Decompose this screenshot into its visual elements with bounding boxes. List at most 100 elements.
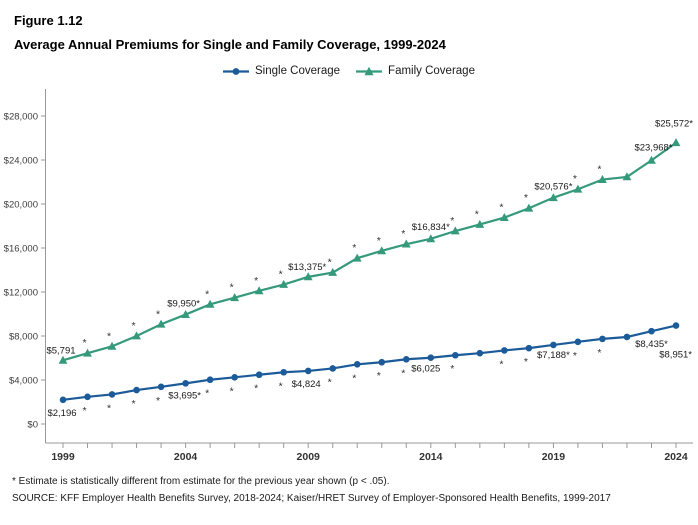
- point-label: $8,951*: [659, 350, 692, 361]
- point-marker: [622, 172, 632, 181]
- point-marker: [401, 239, 411, 248]
- sig-asterisk: *: [573, 173, 577, 185]
- sig-asterisk: *: [573, 350, 577, 362]
- series-single-coverage: * * * * * * * * * * * * * * * * * $2,196 $3,695* $4,824 $6,0…: [47, 322, 692, 419]
- axes: [41, 89, 693, 448]
- point-marker: [525, 344, 533, 352]
- point-marker: [647, 155, 656, 164]
- point-marker: [672, 322, 680, 329]
- sig-asterisk: *: [107, 402, 111, 414]
- point-label: $25,572*: [655, 119, 693, 130]
- sig-asterisk: *: [450, 363, 454, 375]
- x-tick-label: 2014: [419, 451, 443, 463]
- point-label: $16,834*: [412, 222, 450, 233]
- point-marker: [107, 341, 117, 350]
- point-marker: [378, 358, 386, 366]
- point-marker: [254, 286, 264, 295]
- figure-number: Figure 1.12: [14, 13, 83, 28]
- significance-footnote: * Estimate is statistically different fr…: [12, 476, 390, 487]
- legend-item-single-coverage: Single Coverage: [223, 65, 340, 77]
- point-label: $5,791: [46, 345, 75, 356]
- point-marker: [452, 351, 459, 359]
- sig-asterisk: *: [230, 282, 234, 294]
- sig-asterisk: *: [352, 242, 356, 254]
- sig-markers: * * * * * * * * * * * * * * * * * *: [82, 164, 601, 350]
- point-marker: [329, 365, 337, 372]
- y-tick-label: $0: [27, 420, 38, 431]
- point-marker: [182, 380, 189, 387]
- footnotes: * Estimate is statistically different fr…: [0, 469, 698, 507]
- point-label: $3,695*: [168, 390, 201, 401]
- point-marker: [574, 338, 582, 346]
- point-marker: [648, 327, 655, 335]
- sig-asterisk: *: [597, 164, 601, 176]
- sig-asterisk: *: [524, 192, 528, 204]
- trend-line: [62, 324, 677, 401]
- sig-asterisk: *: [450, 215, 454, 227]
- point-marker: [132, 331, 141, 340]
- sig-asterisk: *: [205, 288, 209, 300]
- point-label: $2,196: [47, 408, 76, 419]
- x-tick-label: 2004: [174, 451, 198, 463]
- point-label: $8,435*: [635, 339, 668, 350]
- point-marker: [499, 212, 509, 221]
- chart-header: Figure 1.12 Average Annual Premiums for …: [0, 0, 698, 52]
- point-marker: [671, 138, 681, 147]
- point-marker: [549, 193, 558, 202]
- sig-asterisk: *: [254, 383, 258, 395]
- legend: Single Coverage Family Coverage: [0, 65, 698, 77]
- y-tick-label: $16,000: [4, 244, 38, 255]
- point-label: $4,824: [292, 379, 321, 390]
- point-marker: [353, 360, 361, 368]
- point-marker: [426, 234, 436, 243]
- y-tick-label: $20,000: [4, 200, 38, 211]
- sig-asterisk: *: [377, 235, 381, 247]
- sig-asterisk: *: [156, 395, 160, 407]
- point-marker: [501, 347, 508, 354]
- sig-asterisk: *: [597, 347, 601, 359]
- legend-label-single-coverage: Single Coverage: [255, 65, 341, 77]
- chart-title: Average Annual Premiums for Single and F…: [14, 37, 446, 52]
- sig-markers: * * * * * * * * * * * * * * * * *: [82, 347, 601, 417]
- point-marker: [303, 272, 313, 281]
- x-tick-label: 2024: [664, 451, 688, 463]
- x-tick-labels: 1999 2004 2009 2014 2019 2024: [51, 451, 688, 463]
- sig-asterisk: *: [499, 202, 503, 214]
- sig-asterisk: *: [254, 275, 258, 287]
- family-coverage-marker-icon: [356, 66, 383, 75]
- point-marker: [157, 383, 165, 391]
- y-tick-label: $24,000: [4, 156, 38, 167]
- point-marker: [84, 393, 91, 401]
- point-marker: [280, 368, 287, 376]
- point-marker: [108, 391, 116, 398]
- point-marker: [58, 355, 68, 364]
- point-marker: [205, 299, 215, 308]
- x-tick-label: 2019: [542, 451, 566, 463]
- legend-item-family-coverage: Family Coverage: [356, 65, 475, 77]
- point-label: $6,025: [411, 364, 440, 375]
- sig-asterisk: *: [132, 398, 136, 410]
- point-marker: [427, 354, 435, 362]
- point-label: $7,188*: [537, 350, 570, 361]
- chart-area: $0 $4,000 $8,000 $12,000 $16,000 $20,000 $24,0…: [0, 85, 698, 469]
- y-tick-labels: $0 $4,000 $8,000 $12,000 $16,000 $20,000 $24,0…: [4, 112, 38, 431]
- sig-asterisk: *: [401, 228, 405, 240]
- point-marker: [279, 279, 289, 288]
- point-marker: [133, 386, 140, 394]
- legend-label-family-coverage: Family Coverage: [388, 65, 475, 77]
- point-marker: [181, 309, 190, 318]
- sig-asterisk: *: [499, 358, 503, 370]
- sig-asterisk: *: [82, 405, 86, 417]
- sig-asterisk: *: [205, 388, 209, 400]
- sig-asterisk: *: [475, 208, 479, 220]
- point-label: $23,968*: [634, 142, 672, 153]
- trend-line: [62, 141, 677, 362]
- point-marker: [524, 203, 534, 212]
- point-marker: [83, 348, 92, 357]
- y-tick-label: $8,000: [9, 332, 38, 343]
- point-marker: [304, 367, 312, 375]
- point-marker: [255, 371, 263, 379]
- y-tick-label: $28,000: [4, 112, 38, 123]
- sig-asterisk: *: [279, 269, 283, 281]
- point-marker: [476, 349, 484, 357]
